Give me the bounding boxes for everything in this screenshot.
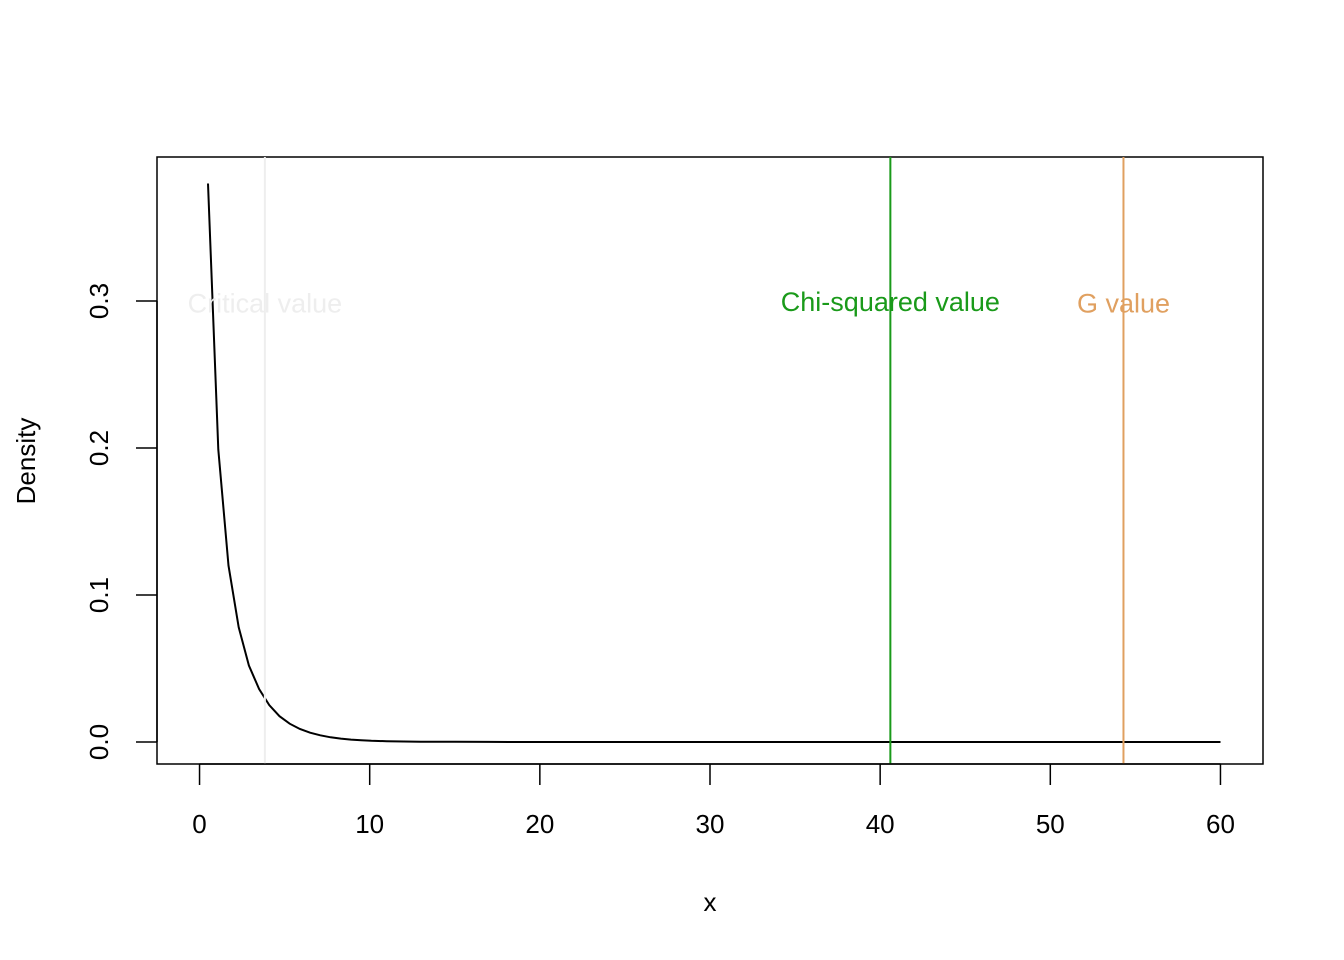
x-axis-title: x xyxy=(704,887,717,917)
y-axis: 0.0 0.1 0.2 0.3 xyxy=(84,283,158,760)
y-tick-label: 0.1 xyxy=(84,577,114,613)
critical-value-label: Critical value xyxy=(188,289,343,319)
x-tick-label: 10 xyxy=(355,809,384,839)
y-tick-label: 0.2 xyxy=(84,430,114,466)
plot-frame xyxy=(156,156,1264,765)
x-tick-label: 60 xyxy=(1206,809,1235,839)
y-axis-title: Density xyxy=(11,418,41,505)
y-tick-label: 0.0 xyxy=(84,724,114,760)
x-tick-label: 50 xyxy=(1036,809,1065,839)
y-tick-label: 0.3 xyxy=(84,283,114,319)
reference-lines: Critical value Chi-squared value G value xyxy=(188,157,1170,764)
x-axis: 0 10 20 30 40 50 60 xyxy=(192,763,1235,839)
chi-squared-value-label: Chi-squared value xyxy=(781,287,1000,317)
series-layer xyxy=(207,183,1221,743)
x-tick-label: 30 xyxy=(696,809,725,839)
x-tick-label: 20 xyxy=(525,809,554,839)
x-tick-label: 40 xyxy=(866,809,895,839)
g-value-label: G value xyxy=(1077,289,1170,319)
x-tick-label: 0 xyxy=(192,809,206,839)
density-curve xyxy=(207,183,1221,743)
